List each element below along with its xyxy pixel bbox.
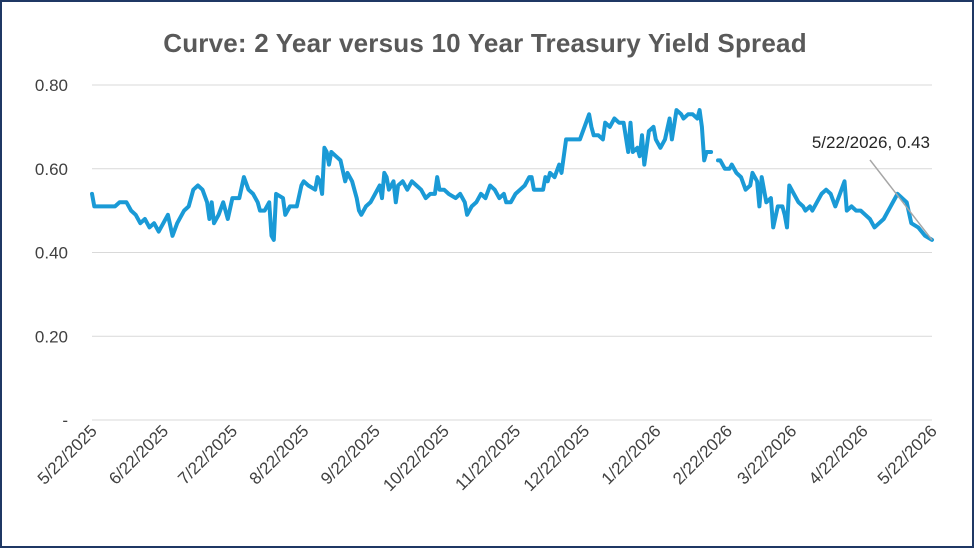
x-tick-label: 6/22/2025 [105,421,172,488]
series-line [716,158,934,242]
x-tick-label: 2/22/2026 [669,421,736,488]
x-tick-label: 5/22/2026 [874,421,941,488]
annotation-label: 5/22/2026, 0.43 [812,133,930,152]
y-tick-label: 0.40 [35,244,68,263]
x-tick-label: 10/22/2025 [379,421,453,495]
y-tick-label: 0.80 [35,76,68,95]
y-tick-label: - [62,411,68,430]
chart-title: Curve: 2 Year versus 10 Year Treasury Yi… [163,28,807,58]
y-tick-label: 0.60 [35,160,68,179]
x-tick-label: 12/22/2025 [520,421,594,495]
x-tick-label: 8/22/2025 [246,421,313,488]
x-tick-label: 5/22/2025 [34,421,101,488]
x-tick-label: 1/22/2026 [598,421,665,488]
y-tick-label: 0.20 [35,327,68,346]
x-tick-label: 7/22/2025 [174,421,241,488]
x-tick-label: 9/22/2025 [317,421,384,488]
annotation-leader-line [869,159,933,241]
x-tick-label: 3/22/2026 [734,421,801,488]
series-line [90,108,714,242]
x-tick-label: 11/22/2025 [452,421,525,494]
x-tick-label: 4/22/2026 [805,421,872,488]
